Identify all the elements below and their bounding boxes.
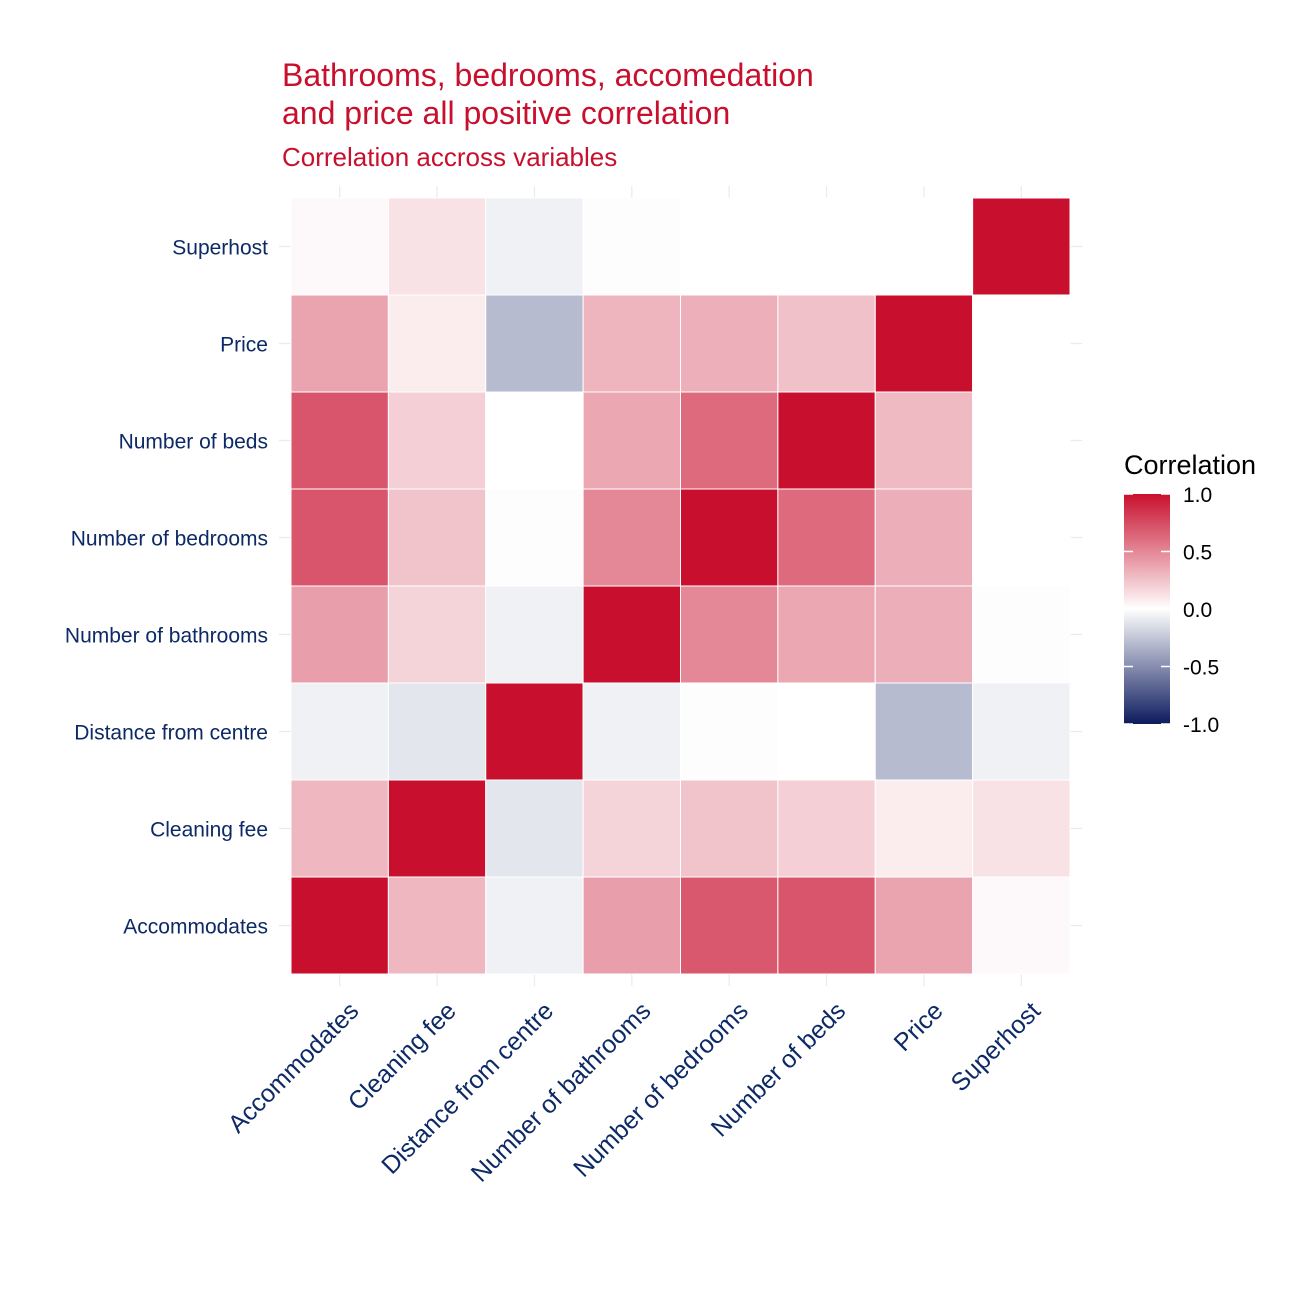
cell-number-of-bedrooms-vs-superhost (972, 488, 1071, 587)
x-tick-superhost: Superhost (946, 997, 1046, 1097)
x-tick-price: Price (889, 997, 949, 1057)
cell-number-of-bedrooms-vs-price (874, 488, 974, 587)
cell-number-of-beds-vs-cleaning-fee (387, 391, 487, 490)
cell-number-of-bathrooms-vs-number-of-bedrooms (680, 585, 779, 684)
cell-price-vs-price (874, 294, 974, 393)
cell-accommodates-vs-cleaning-fee (387, 876, 487, 975)
cell-distance-from-centre-vs-cleaning-fee (387, 682, 487, 781)
legend-tick-label: -0.5 (1183, 657, 1219, 680)
cell-accommodates-vs-number-of-bathrooms (582, 876, 681, 975)
cell-accommodates-vs-number-of-beds (777, 876, 876, 975)
cell-cleaning-fee-vs-price (874, 779, 974, 878)
y-tick-accommodates: Accommodates (123, 916, 268, 939)
chart-title-line-2: and price all positive correlation (282, 95, 730, 131)
cell-price-vs-number-of-beds (777, 294, 876, 393)
cell-number-of-beds-vs-number-of-bedrooms (680, 391, 779, 490)
cell-superhost-vs-number-of-bedrooms (680, 197, 779, 296)
cell-number-of-beds-vs-price (874, 391, 974, 490)
cell-cleaning-fee-vs-cleaning-fee (387, 779, 487, 878)
cell-distance-from-centre-vs-number-of-beds (777, 682, 876, 781)
cell-number-of-bedrooms-vs-cleaning-fee (387, 488, 487, 587)
x-tick-number-of-bedrooms: Number of bedrooms (568, 997, 754, 1183)
color-legend: Correlation 1.0 0.5 0.0 -0.5 -1.0 (1124, 450, 1256, 737)
cell-number-of-bathrooms-vs-price (874, 585, 974, 684)
cell-number-of-bedrooms-vs-accommodates (290, 488, 389, 587)
cell-price-vs-accommodates (290, 294, 389, 393)
cell-accommodates-vs-number-of-bedrooms (680, 876, 779, 975)
cell-superhost-vs-number-of-beds (777, 197, 876, 296)
y-tick-number-of-beds: Number of beds (119, 431, 268, 454)
cell-number-of-beds-vs-distance-from-centre (485, 391, 584, 490)
cell-price-vs-number-of-bedrooms (680, 294, 779, 393)
cell-cleaning-fee-vs-superhost (972, 779, 1071, 878)
cell-number-of-bedrooms-vs-number-of-bedrooms (680, 488, 779, 587)
cell-number-of-bathrooms-vs-cleaning-fee (387, 585, 487, 684)
cell-number-of-beds-vs-accommodates (290, 391, 389, 490)
cell-distance-from-centre-vs-number-of-bathrooms (582, 682, 681, 781)
y-tick-distance-from-centre: Distance from centre (74, 722, 268, 745)
cell-number-of-bedrooms-vs-number-of-beds (777, 488, 876, 587)
cell-superhost-vs-number-of-bathrooms (582, 197, 681, 296)
cell-number-of-bathrooms-vs-number-of-bathrooms (582, 585, 681, 684)
cell-cleaning-fee-vs-number-of-bathrooms (582, 779, 681, 878)
cell-distance-from-centre-vs-distance-from-centre (485, 682, 584, 781)
cell-superhost-vs-distance-from-centre (485, 197, 584, 296)
y-tick-superhost: Superhost (172, 237, 268, 260)
chart-title-line-1: Bathrooms, bedrooms, accomedation (282, 57, 814, 93)
x-tick-accommodates: Accommodates (223, 997, 365, 1139)
cell-number-of-bathrooms-vs-number-of-beds (777, 585, 876, 684)
cell-number-of-beds-vs-number-of-beds (777, 391, 876, 490)
cell-price-vs-distance-from-centre (485, 294, 584, 393)
cell-superhost-vs-superhost (972, 197, 1071, 296)
cell-number-of-bathrooms-vs-distance-from-centre (485, 585, 584, 684)
legend-ticks: 1.0 0.5 0.0 -0.5 -1.0 (1124, 484, 1219, 737)
cell-distance-from-centre-vs-price (874, 682, 974, 781)
cell-accommodates-vs-price (874, 876, 974, 975)
legend-title: Correlation (1124, 450, 1256, 480)
cell-superhost-vs-accommodates (290, 197, 389, 296)
y-tick-cleaning-fee: Cleaning fee (150, 819, 268, 842)
cell-number-of-bathrooms-vs-superhost (972, 585, 1071, 684)
chart-subtitle: Correlation accross variables (282, 142, 617, 172)
cell-price-vs-superhost (972, 294, 1071, 393)
cell-number-of-bedrooms-vs-distance-from-centre (485, 488, 584, 587)
legend-tick-label: 0.0 (1183, 599, 1212, 622)
cell-price-vs-number-of-bathrooms (582, 294, 681, 393)
x-tick-distance-from-centre: Distance from centre (376, 997, 559, 1180)
heatmap-cells (290, 197, 1071, 975)
cell-accommodates-vs-accommodates (290, 876, 389, 975)
cell-distance-from-centre-vs-accommodates (290, 682, 389, 781)
cell-number-of-beds-vs-superhost (972, 391, 1071, 490)
cell-number-of-bathrooms-vs-accommodates (290, 585, 389, 684)
legend-tick-label: 1.0 (1183, 484, 1212, 507)
cell-distance-from-centre-vs-number-of-bedrooms (680, 682, 779, 781)
cell-accommodates-vs-superhost (972, 876, 1071, 975)
cell-number-of-beds-vs-number-of-bathrooms (582, 391, 681, 490)
cell-cleaning-fee-vs-number-of-bedrooms (680, 779, 779, 878)
cell-superhost-vs-price (874, 197, 974, 296)
x-tick-number-of-bathrooms: Number of bathrooms (466, 997, 657, 1188)
cell-number-of-bedrooms-vs-number-of-bathrooms (582, 488, 681, 587)
legend-tick-label: 0.5 (1183, 542, 1212, 565)
y-tick-price: Price (220, 334, 268, 357)
cell-price-vs-cleaning-fee (387, 294, 487, 393)
y-axis-tick-labels: Accommodates Cleaning fee Distance from ce… (65, 237, 268, 939)
y-tick-number-of-bedrooms: Number of bedrooms (71, 528, 268, 551)
cell-cleaning-fee-vs-distance-from-centre (485, 779, 584, 878)
cell-cleaning-fee-vs-number-of-beds (777, 779, 876, 878)
cell-accommodates-vs-distance-from-centre (485, 876, 584, 975)
legend-tick-label: -1.0 (1183, 714, 1219, 737)
cell-cleaning-fee-vs-accommodates (290, 779, 389, 878)
y-tick-number-of-bathrooms: Number of bathrooms (65, 625, 268, 648)
cell-superhost-vs-cleaning-fee (387, 197, 487, 296)
cell-distance-from-centre-vs-superhost (972, 682, 1071, 781)
